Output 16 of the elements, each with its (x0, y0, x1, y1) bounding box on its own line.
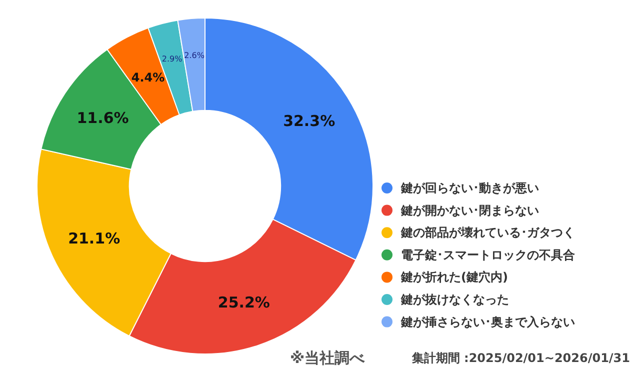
data-label: 32.3% (283, 112, 336, 130)
data-label: 2.6% (184, 50, 205, 60)
legend-label: 鍵が抜けなくなった (400, 292, 509, 306)
data-label: 21.1% (68, 229, 120, 248)
legend-label: 鍵が開かない･閉まらない (400, 203, 539, 218)
legend-label: 鍵が折れた(鍵穴内) (400, 270, 508, 284)
data-label: 2.9% (162, 54, 183, 64)
legend-label: 電子錠･スマートロックの不具合 (401, 248, 576, 262)
legend-label: 鍵が回らない･動きが悪い (400, 181, 539, 195)
text: ※当社調べ (290, 349, 366, 367)
data-label: 11.6% (76, 109, 129, 128)
data-label: 25.2% (218, 293, 270, 312)
legend-label: 鍵の部品が壊れている･ガタつく (400, 226, 575, 240)
data-label: 4.4% (131, 70, 165, 84)
text: 集計期間 :2025/02/01~2026/01/31 (410, 351, 630, 365)
legend-label: 鍵が挿さらない･奥まで入らない (400, 314, 575, 329)
